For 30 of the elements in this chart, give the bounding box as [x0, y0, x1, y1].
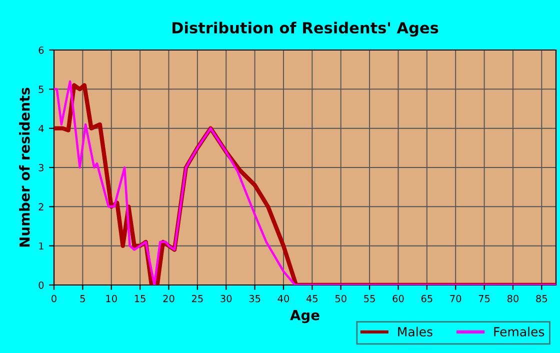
- x-tick-label: 5: [80, 295, 85, 302]
- y-tick-label: 2: [38, 203, 44, 210]
- legend-label: Males: [398, 326, 432, 336]
- x-tick-label: 75: [478, 295, 490, 302]
- x-tick-label: 55: [364, 295, 375, 302]
- x-tick-label: 15: [134, 295, 146, 302]
- x-tick-label: 60: [392, 294, 404, 302]
- x-tick-label: 65: [421, 294, 432, 302]
- y-tick-label: 5: [38, 86, 44, 93]
- x-tick-label: 30: [220, 294, 232, 302]
- y-tick-label: 0: [38, 281, 44, 289]
- chart-title: Distribution of Residents' Ages: [172, 22, 438, 37]
- x-tick-label: 80: [507, 294, 519, 302]
- y-tick-label: 6: [38, 46, 44, 54]
- x-tick-label: 70: [450, 294, 462, 302]
- legend-label: Females: [494, 326, 544, 336]
- x-tick-label: 40: [278, 294, 290, 302]
- y-tick-label: 1: [39, 242, 44, 250]
- y-tick-label: 4: [38, 124, 44, 132]
- y-axis-title: Number of residents: [19, 88, 30, 247]
- x-tick-label: 25: [192, 294, 203, 302]
- x-tick-label: 20: [163, 294, 174, 302]
- x-tick-label: 85: [536, 294, 547, 302]
- x-tick-label: 35: [249, 294, 260, 302]
- x-axis-title: Age: [290, 310, 320, 324]
- y-tick-label: 3: [38, 164, 44, 172]
- x-tick-label: 10: [106, 294, 117, 302]
- x-tick-label: 0: [52, 294, 56, 302]
- x-tick-label: 50: [335, 294, 346, 302]
- x-tick-label: 45: [306, 295, 318, 302]
